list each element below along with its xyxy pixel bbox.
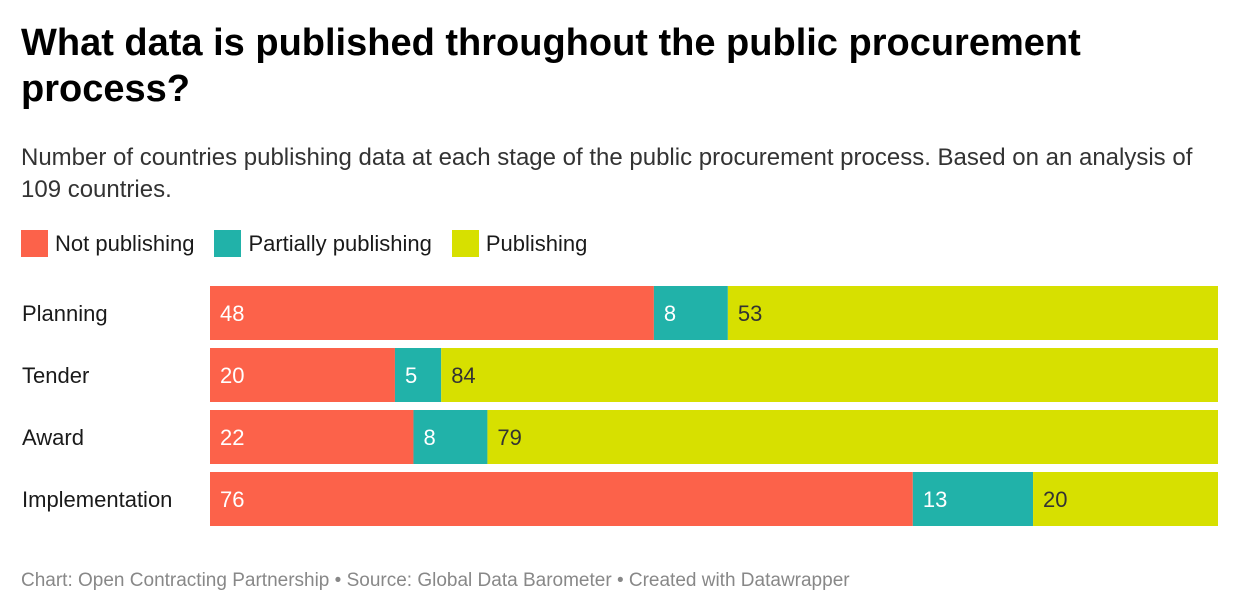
bar-implementation-not-publishing: [210, 472, 913, 526]
bar-planning-partially-publishing: [653, 286, 728, 340]
category-label-award: Award: [22, 425, 84, 450]
value-label-implementation-not-publishing: 76: [220, 487, 244, 512]
value-label-planning-not-publishing: 48: [220, 301, 244, 326]
legend-label-publishing: Publishing: [485, 230, 588, 256]
category-label-planning: Planning: [22, 301, 108, 326]
value-label-implementation-partially-publishing: 13: [923, 487, 947, 512]
chart-subtitle: Number of countries publishing data at e…: [21, 144, 1193, 203]
bar-tender-partially-publishing: [394, 348, 442, 402]
chart-footer: Chart: Open Contracting Partnership • So…: [21, 570, 850, 591]
bar-award-publishing: [487, 410, 1218, 464]
value-label-award-not-publishing: 22: [220, 425, 244, 450]
bar-tender-not-publishing: [210, 348, 395, 402]
legend-item-publishing: Publishing: [451, 230, 588, 257]
bar-award-partially-publishing: [413, 410, 488, 464]
bar-implementation-partially-publishing: [912, 472, 1034, 526]
legend-label-not-publishing: Not publishing: [55, 230, 195, 256]
value-label-implementation-publishing: 20: [1043, 487, 1067, 512]
value-label-award-publishing: 79: [497, 425, 521, 450]
legend-swatch-partially-publishing: [214, 230, 242, 257]
legend-swatch-not-publishing: [21, 230, 48, 257]
legend-item-partially-publishing: Partially publishing: [214, 230, 432, 257]
bar-tender-publishing: [441, 348, 1218, 402]
bar-implementation-publishing: [1033, 472, 1218, 526]
bar-award-not-publishing: [210, 410, 414, 464]
bar-row-tender: Tender 20 5 84: [22, 348, 1218, 402]
value-label-tender-not-publishing: 20: [220, 363, 244, 388]
value-label-planning-partially-publishing: 8: [664, 301, 676, 326]
category-label-implementation: Implementation: [22, 487, 172, 512]
bar-planning-publishing: [727, 286, 1218, 340]
bar-row-implementation: Implementation 76 13 20: [22, 472, 1218, 526]
legend: Not publishing Partially publishing Publ…: [21, 230, 607, 257]
value-label-tender-publishing: 84: [451, 363, 475, 388]
bar-row-planning: Planning 48 8 53: [22, 286, 1218, 340]
legend-swatch-publishing: [451, 230, 479, 257]
chart-svg: Planning 48 8 53 Tender 20 5 84 Award 22 8 79 Implem…: [22, 286, 1218, 526]
category-label-tender: Tender: [22, 363, 89, 388]
value-label-award-partially-publishing: 8: [423, 425, 435, 450]
chart-title: What data is published throughout the pu…: [21, 22, 1081, 110]
bar-row-award: Award 22 8 79: [22, 410, 1218, 464]
bar-planning-not-publishing: [210, 286, 654, 340]
legend-label-partially-publishing: Partially publishing: [248, 230, 432, 256]
value-label-tender-partially-publishing: 5: [405, 363, 417, 388]
value-label-planning-publishing: 53: [738, 301, 762, 326]
stacked-bar-chart: Planning 48 8 53 Tender 20 5 84 Award 22 8 79 Implem…: [0, 286, 1240, 526]
legend-item-not-publishing: Not publishing: [21, 230, 194, 257]
